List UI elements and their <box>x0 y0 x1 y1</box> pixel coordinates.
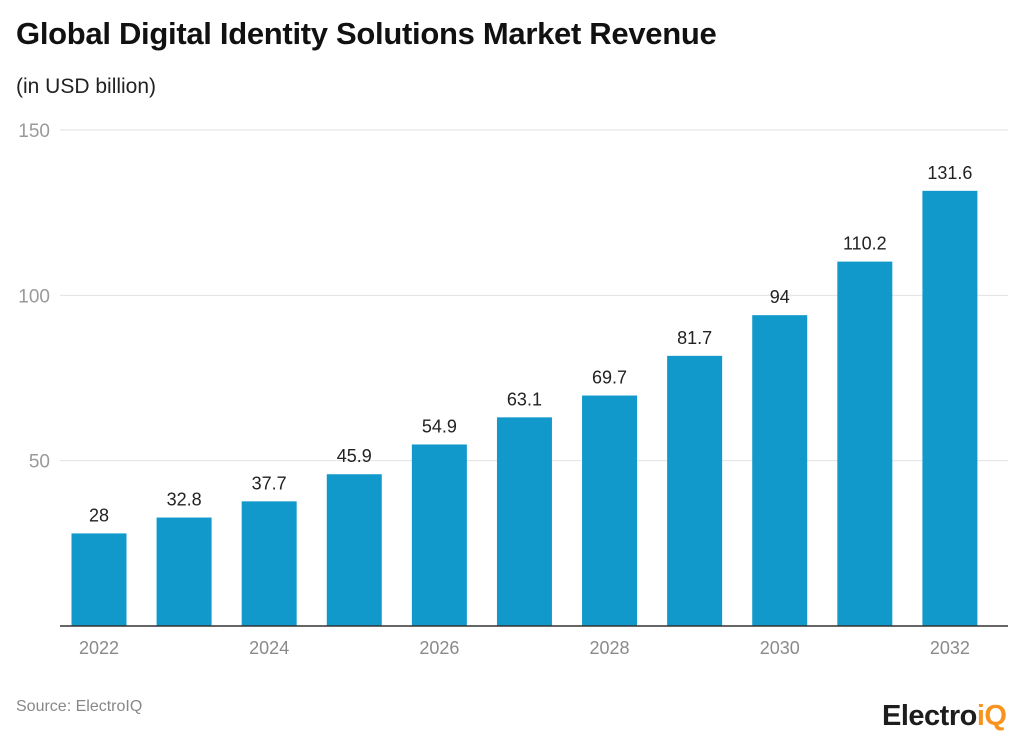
data-label: 94 <box>770 287 790 307</box>
chart-subtitle: (in USD billion) <box>16 75 157 98</box>
data-label: 63.1 <box>507 389 542 409</box>
data-label: 28 <box>89 505 109 525</box>
data-label: 110.2 <box>843 234 887 254</box>
data-label: 37.7 <box>252 473 287 493</box>
source-note: Source: ElectroIQ <box>16 698 143 715</box>
data-label: 81.7 <box>677 328 712 348</box>
y-tick-label: 100 <box>18 286 50 307</box>
bar-2025 <box>326 474 382 626</box>
data-label: 54.9 <box>422 416 457 436</box>
bar-2031 <box>837 261 893 626</box>
data-label: 131.6 <box>927 163 972 183</box>
x-tick-label: 2022 <box>79 638 119 658</box>
x-tick-label: 2030 <box>760 638 800 658</box>
bar-2022 <box>71 533 127 626</box>
bar-2028 <box>582 395 638 626</box>
logo-text: Electro <box>882 700 977 732</box>
bar-2027 <box>496 417 552 626</box>
data-label: 45.9 <box>337 446 372 466</box>
bar-2023 <box>156 517 212 626</box>
bar-2030 <box>752 315 808 626</box>
data-label: 69.7 <box>592 368 627 388</box>
bar-2029 <box>667 355 723 626</box>
logo-accent: iQ <box>976 700 1007 732</box>
y-tick-label: 50 <box>29 452 50 473</box>
x-tick-label: 2024 <box>249 638 289 658</box>
bar-2032 <box>922 190 978 627</box>
chart-title: Global Digital Identity Solutions Market… <box>16 16 717 51</box>
bar-2026 <box>411 444 467 626</box>
x-tick-label: 2032 <box>930 638 970 658</box>
x-tick-label: 2028 <box>590 638 630 658</box>
bar-2024 <box>241 501 297 626</box>
data-label: 32.8 <box>167 490 202 510</box>
x-tick-label: 2026 <box>419 638 459 658</box>
y-tick-label: 150 <box>18 121 50 142</box>
electroiq-logo: ElectroiQ <box>882 700 1007 733</box>
